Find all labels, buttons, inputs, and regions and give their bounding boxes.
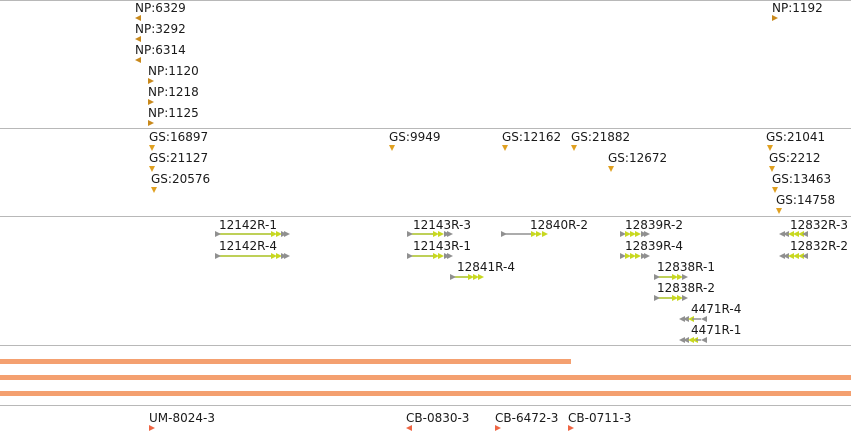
track-separator (0, 0, 851, 1)
gs-marker-icon[interactable] (767, 145, 773, 151)
np-marker-icon[interactable] (772, 15, 778, 21)
gene-feature[interactable] (620, 252, 650, 260)
feature-label[interactable]: 12839R-2 (625, 218, 683, 232)
coverage-track (0, 345, 851, 405)
feature-label[interactable]: 12841R-4 (457, 260, 515, 274)
gene-feature[interactable] (654, 294, 690, 302)
gs-label[interactable]: GS:13463 (772, 172, 832, 186)
cb-marker-icon[interactable] (406, 425, 412, 431)
feature-label[interactable]: 4471R-1 (691, 323, 742, 337)
gs-marker-icon[interactable] (776, 208, 782, 214)
gs-label[interactable]: GS:14758 (776, 193, 836, 207)
gs-label[interactable]: GS:20576 (151, 172, 211, 186)
gene-feature[interactable] (501, 230, 551, 238)
gs-marker-icon[interactable] (149, 166, 155, 172)
feature-label[interactable]: 12143R-3 (413, 218, 471, 232)
feature-label[interactable]: 12840R-2 (530, 218, 588, 232)
np-label[interactable]: NP:1218 (148, 85, 199, 99)
feature-label[interactable]: 12832R-2 (790, 239, 848, 253)
gs-marker-icon[interactable] (769, 166, 775, 172)
cb-label[interactable]: CB-0711-3 (568, 411, 632, 425)
cb-marker-icon[interactable] (495, 425, 501, 431)
np-marker-icon[interactable] (135, 36, 141, 42)
gs-marker-icon[interactable] (571, 145, 577, 151)
gene-feature[interactable] (215, 252, 290, 260)
cb-label[interactable]: CB-6472-3 (495, 411, 559, 425)
feature-label[interactable]: 12142R-4 (219, 239, 277, 253)
gene-feature[interactable] (407, 230, 453, 238)
np-label[interactable]: NP:1192 (772, 1, 823, 15)
feature-label[interactable]: 12839R-4 (625, 239, 683, 253)
gene-feature[interactable] (450, 273, 486, 281)
track-separator (0, 128, 851, 129)
np-label[interactable]: NP:6329 (135, 1, 186, 15)
gs-label[interactable]: GS:21041 (766, 130, 826, 144)
gene-feature[interactable] (215, 230, 290, 238)
r-track: 12142R-1 12142R-4 12143R-3 12143R-1 1284… (0, 216, 851, 345)
cb-marker-icon[interactable] (568, 425, 574, 431)
gs-label[interactable]: GS:2212 (769, 151, 821, 165)
gs-marker-icon[interactable] (608, 166, 614, 172)
feature-label[interactable]: 12838R-2 (657, 281, 715, 295)
feature-label[interactable]: 4471R-4 (691, 302, 742, 316)
gs-label[interactable]: GS:9949 (389, 130, 441, 144)
gene-feature[interactable] (407, 252, 453, 260)
np-track: NP:6329 NP:3292 NP:6314 NP:1120 NP:1218 … (0, 0, 851, 128)
track-separator (0, 216, 851, 217)
np-label[interactable]: NP:1120 (148, 64, 199, 78)
cb-label[interactable]: CB-0830-3 (406, 411, 470, 425)
gs-marker-icon[interactable] (151, 187, 157, 193)
np-marker-icon[interactable] (135, 57, 141, 63)
gs-label[interactable]: GS:12672 (608, 151, 668, 165)
gs-marker-icon[interactable] (149, 145, 155, 151)
feature-label[interactable]: 12838R-1 (657, 260, 715, 274)
gene-feature[interactable] (654, 273, 690, 281)
gs-marker-icon[interactable] (502, 145, 508, 151)
gene-feature[interactable] (679, 315, 707, 323)
gs-label[interactable]: GS:12162 (502, 130, 562, 144)
gs-label[interactable]: GS:21882 (571, 130, 631, 144)
np-label[interactable]: NP:6314 (135, 43, 186, 57)
feature-label[interactable]: 12143R-1 (413, 239, 471, 253)
gene-feature[interactable] (779, 230, 808, 238)
coverage-bar[interactable] (0, 375, 851, 380)
track-separator (0, 405, 851, 406)
gs-track: GS:16897 GS:21127 GS:20576 GS:9949 GS:12… (0, 128, 851, 216)
gene-feature[interactable] (620, 230, 650, 238)
gs-marker-icon[interactable] (389, 145, 395, 151)
feature-label[interactable]: 12832R-3 (790, 218, 848, 232)
gene-feature[interactable] (779, 252, 808, 260)
np-marker-icon[interactable] (148, 120, 154, 126)
cb-marker-icon[interactable] (149, 425, 155, 431)
gs-label[interactable]: GS:16897 (149, 130, 209, 144)
coverage-bar[interactable] (0, 359, 571, 364)
feature-label[interactable]: 12142R-1 (219, 218, 277, 232)
cb-label[interactable]: UM-8024-3 (149, 411, 215, 425)
gs-label[interactable]: GS:21127 (149, 151, 209, 165)
cb-track: UM-8024-3 CB-0830-3 CB-6472-3 CB-0711-3 (0, 405, 851, 434)
gs-marker-icon[interactable] (772, 187, 778, 193)
np-label[interactable]: NP:3292 (135, 22, 186, 36)
coverage-bar[interactable] (0, 391, 851, 396)
np-marker-icon[interactable] (148, 99, 154, 105)
np-marker-icon[interactable] (148, 78, 154, 84)
np-marker-icon[interactable] (135, 15, 141, 21)
track-separator (0, 345, 851, 346)
np-label[interactable]: NP:1125 (148, 106, 199, 120)
gene-feature[interactable] (679, 336, 707, 344)
